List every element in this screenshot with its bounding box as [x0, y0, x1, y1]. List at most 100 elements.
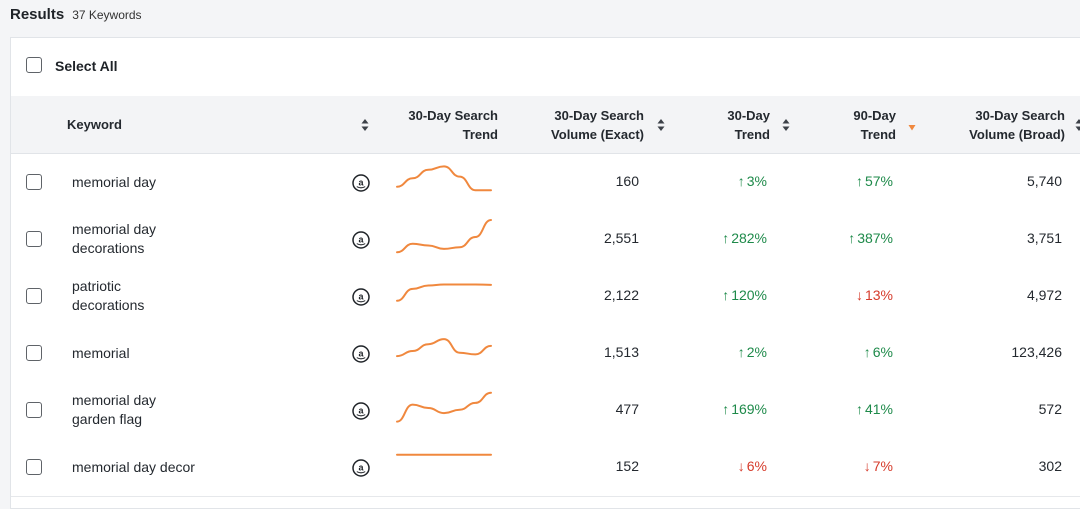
sort-icon[interactable] — [782, 118, 790, 132]
table-row[interactable]: memorial day garden flag a 477 ↑ 169% ↑ 41… — [11, 382, 1080, 440]
search-volume-exact-cell: 152 — [615, 458, 639, 474]
row-checkbox[interactable] — [26, 174, 42, 190]
svg-text:a: a — [358, 178, 364, 188]
amazon-icon[interactable]: a — [352, 288, 370, 306]
table-header: Keyword 30-Day Search Trend 30-Day Searc… — [11, 96, 1080, 154]
sort-icon[interactable] — [1075, 118, 1080, 132]
trend-90-day-value: 387% — [857, 230, 893, 246]
trend-arrow-icon: ↑ — [848, 230, 856, 246]
trend-90-day-value: 57% — [864, 173, 893, 189]
keyword-text-line-2: decorations — [72, 240, 145, 256]
keyword-text-line-1: memorial day — [72, 221, 157, 237]
table-row[interactable]: memorial day a 160 ↑ 3% ↑ 57% 5,740 — [11, 154, 1080, 212]
row-checkbox[interactable] — [26, 402, 42, 418]
trend-arrow-icon: ↑ — [722, 401, 730, 417]
keyword-text-line-1: memorial day decor — [72, 459, 195, 475]
trend-arrow-icon: ↓ — [737, 458, 745, 474]
column-header-keyword[interactable]: Keyword — [67, 115, 122, 134]
keyword-text-line-1: patriotic — [72, 278, 122, 294]
keyword-text-line-2: garden flag — [72, 411, 143, 427]
trend-90-day-cell: ↑ 57% — [803, 173, 893, 189]
trend-sparkline — [396, 391, 492, 423]
column-header-line: 90-Day — [853, 108, 896, 123]
sort-descending-icon[interactable] — [908, 121, 916, 135]
trend-90-day-value: 6% — [872, 344, 893, 360]
sort-icon[interactable] — [657, 118, 665, 132]
table-row[interactable]: patriotic decorations a 2,122 ↑ 120% ↓ 13%… — [11, 268, 1080, 326]
search-volume-exact-cell: 160 — [615, 173, 639, 189]
table-row[interactable]: memorial day decorations a 2,551 ↑ 282% ↑… — [11, 211, 1080, 269]
trend-90-day-value: 41% — [864, 401, 893, 417]
column-header-30-day-search-volume-broad[interactable]: 30-Day Search Volume (Broad) — [943, 106, 1065, 144]
trend-30-day-cell: ↑ 2% — [677, 344, 767, 360]
column-header-30-day-trend[interactable]: 30-Day Trend — [701, 106, 770, 144]
column-header-30-day-search-volume-exact[interactable]: 30-Day Search Volume (Exact) — [531, 106, 644, 144]
sort-icon[interactable] — [361, 118, 369, 132]
column-header-line: 30-Day — [727, 108, 770, 123]
keyword-cell[interactable]: memorial day decor — [72, 458, 212, 477]
search-volume-broad-cell: 302 — [1038, 458, 1062, 474]
trend-arrow-icon: ↑ — [737, 344, 745, 360]
keyword-cell[interactable]: memorial day garden flag — [72, 391, 212, 429]
row-checkbox[interactable] — [26, 288, 42, 304]
trend-arrow-icon: ↑ — [855, 401, 863, 417]
select-all-checkbox[interactable] — [26, 57, 42, 73]
svg-text:a: a — [358, 235, 364, 245]
trend-30-day-value: 120% — [731, 287, 767, 303]
trend-arrow-icon: ↑ — [722, 287, 730, 303]
trend-30-day-cell: ↑ 3% — [677, 173, 767, 189]
select-all-label[interactable]: Select All — [55, 58, 118, 74]
column-header-90-day-trend[interactable]: 90-Day Trend — [826, 106, 896, 144]
select-all-row: Select All — [11, 38, 1080, 97]
keyword-cell[interactable]: memorial day — [72, 173, 212, 192]
search-volume-broad-cell: 572 — [1038, 401, 1062, 417]
trend-30-day-value: 169% — [731, 401, 767, 417]
search-volume-broad-cell: 3,751 — [1026, 230, 1062, 246]
trend-30-day-value: 3% — [746, 173, 767, 189]
trend-sparkline — [396, 453, 492, 456]
results-header: Results 37 Keywords — [10, 6, 142, 30]
svg-text:a: a — [358, 292, 364, 302]
trend-arrow-icon: ↑ — [855, 173, 863, 189]
table-row[interactable]: memorial day decor a 152 ↓ 6% ↓ 7% 302 — [11, 439, 1080, 497]
column-header-line: Trend — [860, 127, 896, 142]
keyword-cell[interactable]: memorial day decorations — [72, 220, 212, 258]
search-volume-exact-cell: 2,551 — [603, 230, 639, 246]
trend-90-day-cell: ↑ 387% — [803, 230, 893, 246]
trend-90-day-cell: ↑ 6% — [803, 344, 893, 360]
svg-text:a: a — [358, 406, 364, 416]
row-checkbox[interactable] — [26, 345, 42, 361]
keyword-text-line-1: memorial day — [72, 174, 157, 190]
column-header-line: Volume (Broad) — [969, 127, 1065, 142]
trend-sparkline — [396, 165, 492, 192]
column-header-30-day-search-trend[interactable]: 30-Day Search Trend — [387, 106, 498, 144]
amazon-icon[interactable]: a — [352, 345, 370, 363]
amazon-icon[interactable]: a — [352, 231, 370, 249]
trend-30-day-cell: ↓ 6% — [677, 458, 767, 474]
trend-30-day-value: 2% — [746, 344, 767, 360]
trend-90-day-cell: ↓ 7% — [803, 458, 893, 474]
search-volume-exact-cell: 2,122 — [603, 287, 639, 303]
search-volume-exact-cell: 477 — [615, 401, 639, 417]
column-header-keyword-label: Keyword — [67, 117, 122, 132]
trend-30-day-cell: ↑ 169% — [677, 401, 767, 417]
amazon-icon[interactable]: a — [352, 174, 370, 192]
trend-30-day-cell: ↑ 282% — [677, 230, 767, 246]
amazon-icon[interactable]: a — [352, 459, 370, 477]
trend-90-day-cell: ↓ 13% — [803, 287, 893, 303]
keyword-cell[interactable]: patriotic decorations — [72, 277, 212, 315]
svg-text:a: a — [358, 463, 364, 473]
amazon-icon[interactable]: a — [352, 402, 370, 420]
row-checkbox[interactable] — [26, 231, 42, 247]
results-table-card: Select All Keyword 30-Day Search Trend 3… — [10, 37, 1080, 509]
trend-arrow-icon: ↑ — [722, 230, 730, 246]
trend-arrow-icon: ↑ — [863, 344, 871, 360]
table-row[interactable]: memorial a 1,513 ↑ 2% ↑ 6% 123,426 — [11, 325, 1080, 383]
row-checkbox[interactable] — [26, 459, 42, 475]
column-header-line: 30-Day Search — [408, 108, 498, 123]
column-header-line: Volume (Exact) — [551, 127, 644, 142]
search-volume-broad-cell: 4,972 — [1026, 287, 1062, 303]
trend-arrow-icon: ↑ — [737, 173, 745, 189]
trend-90-day-value: 13% — [864, 287, 893, 303]
keyword-cell[interactable]: memorial — [72, 344, 212, 363]
